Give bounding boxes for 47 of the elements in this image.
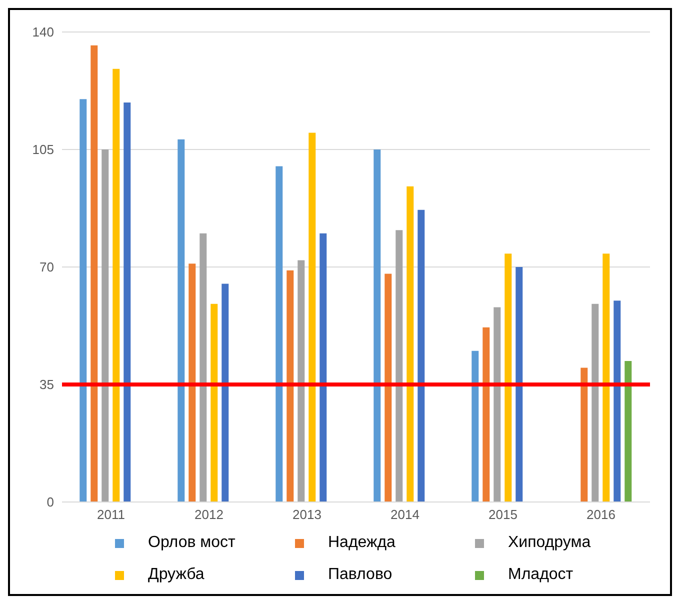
bar	[374, 150, 381, 502]
bar	[396, 230, 403, 502]
bar	[614, 300, 621, 502]
x-tick-label: 2011	[97, 507, 125, 522]
bar	[276, 166, 283, 502]
bar	[178, 139, 185, 502]
bar	[482, 327, 490, 502]
x-tick-label: 2015	[488, 507, 518, 522]
x-tick-label: 2013	[292, 507, 322, 522]
bar	[384, 274, 392, 502]
bar	[602, 254, 610, 502]
bar	[516, 267, 523, 502]
bar	[320, 233, 327, 502]
y-tick-label: 70	[40, 260, 54, 275]
bar	[188, 264, 196, 502]
bar	[124, 102, 131, 502]
y-tick-label: 105	[32, 142, 54, 158]
legend-label: Надежда	[328, 534, 396, 552]
x-tick-label: 2012	[194, 507, 224, 522]
bar	[298, 260, 305, 502]
y-tick-label: 35	[40, 377, 54, 392]
legend-label: Младост	[508, 566, 574, 584]
legend-label: Орлов мост	[148, 534, 236, 552]
y-tick-label: 140	[32, 24, 54, 40]
x-tick-label: 2014	[390, 507, 420, 522]
bar	[80, 99, 87, 502]
bar	[112, 68, 120, 502]
bar	[210, 304, 218, 502]
y-tick-label: 0	[46, 494, 54, 510]
bar	[472, 350, 479, 502]
x-tick-label: 2016	[586, 507, 616, 522]
legend-label: Дружба	[148, 566, 204, 584]
bar	[286, 270, 294, 502]
bar	[90, 45, 98, 502]
legend-label: Павлово	[328, 566, 392, 584]
bar	[200, 233, 207, 502]
bar	[222, 284, 229, 502]
bar	[504, 254, 512, 502]
bar	[102, 150, 109, 502]
legend-label: Хиподрума	[508, 534, 591, 552]
bar	[624, 361, 632, 502]
bar	[418, 210, 425, 502]
bar	[308, 132, 316, 502]
bar	[580, 368, 588, 502]
bar	[494, 307, 501, 502]
bar	[406, 186, 414, 502]
bar	[592, 304, 599, 502]
